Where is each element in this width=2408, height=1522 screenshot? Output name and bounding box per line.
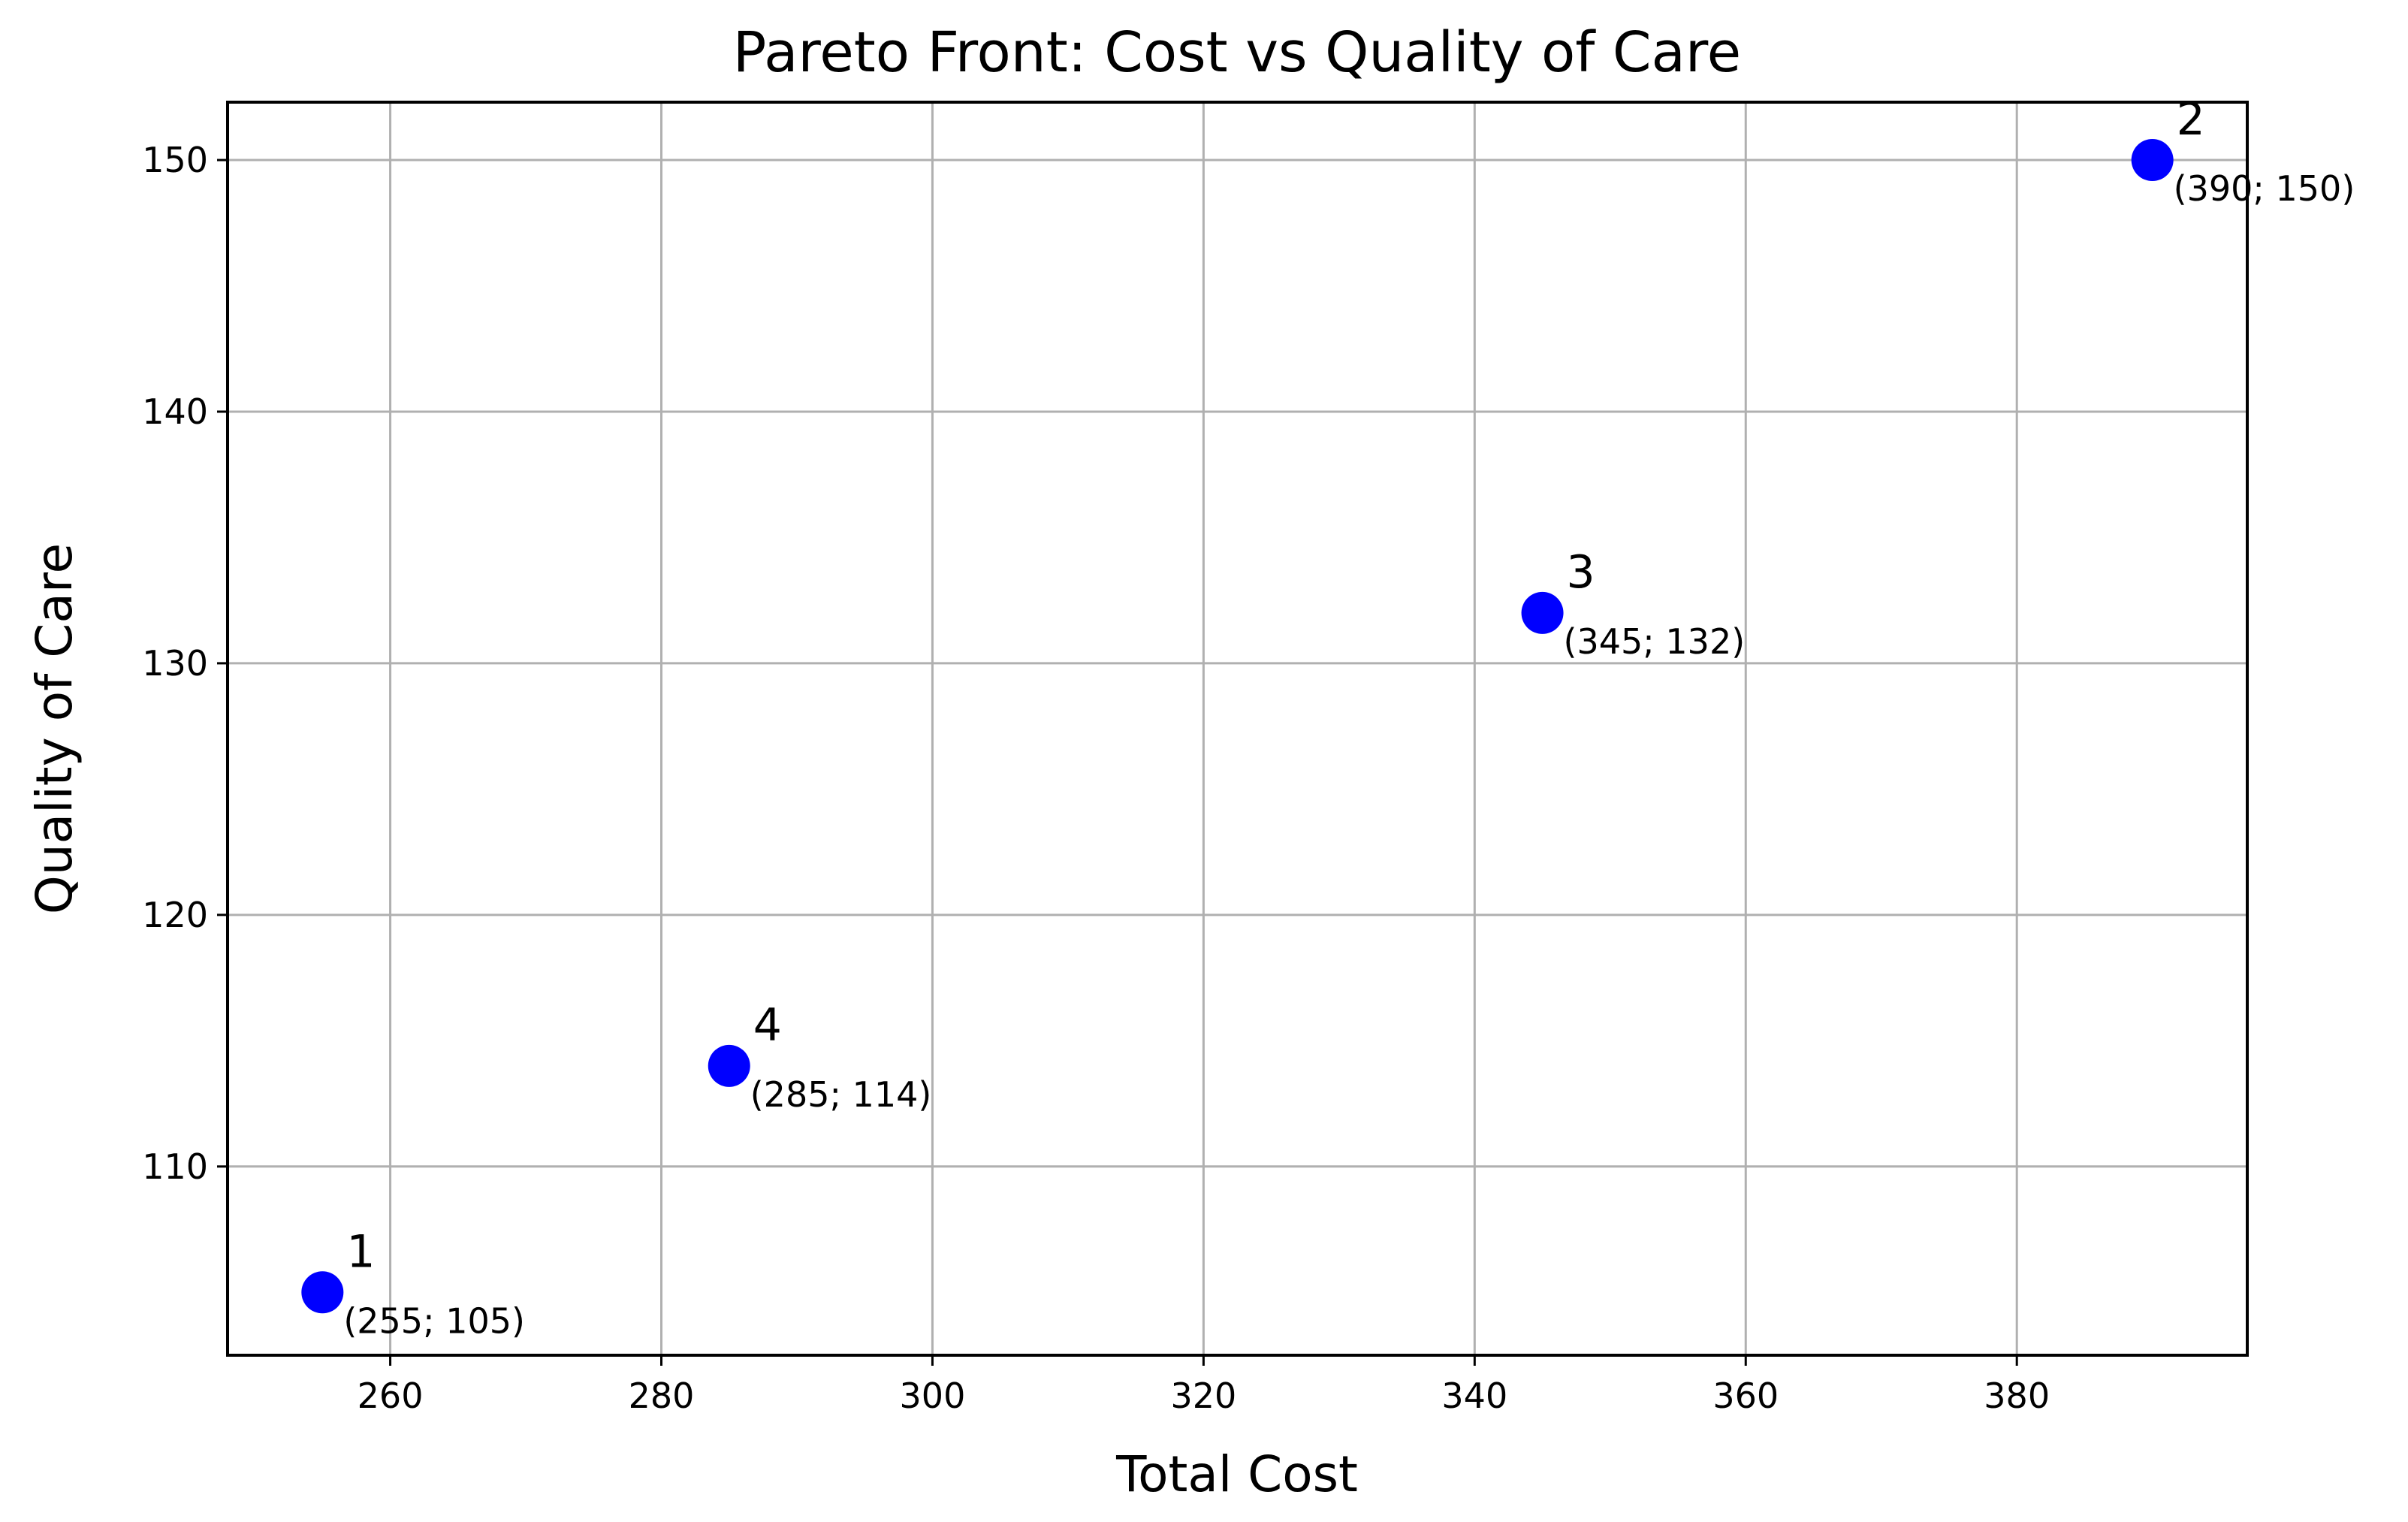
point-coordinate-label: (390; 150) bbox=[2174, 168, 2355, 209]
point-id-label: 1 bbox=[346, 1225, 375, 1278]
x-tick-label: 380 bbox=[1984, 1376, 2050, 1416]
x-tick-label: 340 bbox=[1441, 1376, 1507, 1416]
y-tick-label: 140 bbox=[142, 391, 208, 432]
point-id-label: 2 bbox=[2177, 93, 2205, 146]
x-axis-label: Total Cost bbox=[1115, 1445, 1358, 1503]
data-point bbox=[1521, 591, 1564, 634]
plot-frame bbox=[226, 101, 2249, 1357]
data-point bbox=[301, 1271, 344, 1314]
data-point bbox=[2131, 139, 2174, 182]
y-tick-label: 130 bbox=[142, 643, 208, 684]
point-coordinate-label: (255; 105) bbox=[343, 1300, 525, 1341]
y-tick-label: 150 bbox=[142, 140, 208, 180]
x-tick-label: 280 bbox=[629, 1376, 695, 1416]
x-tick-label: 360 bbox=[1712, 1376, 1779, 1416]
data-points: 1 (255; 105) 2 (390; 150) 3 (345; 132) 4 (285; … bbox=[301, 93, 2355, 1341]
point-coordinate-label: (345; 132) bbox=[1564, 621, 1746, 662]
axis-ticks: 260 280 300 320 340 360 380 110 120 130 140 150 bbox=[142, 140, 2050, 1416]
chart-title: Pareto Front: Cost vs Quality of Care bbox=[733, 20, 1741, 85]
x-tick-label: 320 bbox=[1170, 1376, 1236, 1416]
y-tick-label: 110 bbox=[142, 1146, 208, 1187]
y-tick-label: 120 bbox=[142, 895, 208, 935]
point-id-label: 3 bbox=[1567, 546, 1595, 599]
x-tick-label: 300 bbox=[900, 1376, 966, 1416]
data-point bbox=[708, 1044, 750, 1087]
point-coordinate-label: (285; 114) bbox=[750, 1074, 932, 1115]
grid-lines bbox=[228, 102, 2247, 1355]
point-id-label: 4 bbox=[753, 999, 782, 1052]
x-tick-label: 260 bbox=[358, 1376, 424, 1416]
y-axis-label: Quality of Care bbox=[26, 543, 83, 914]
